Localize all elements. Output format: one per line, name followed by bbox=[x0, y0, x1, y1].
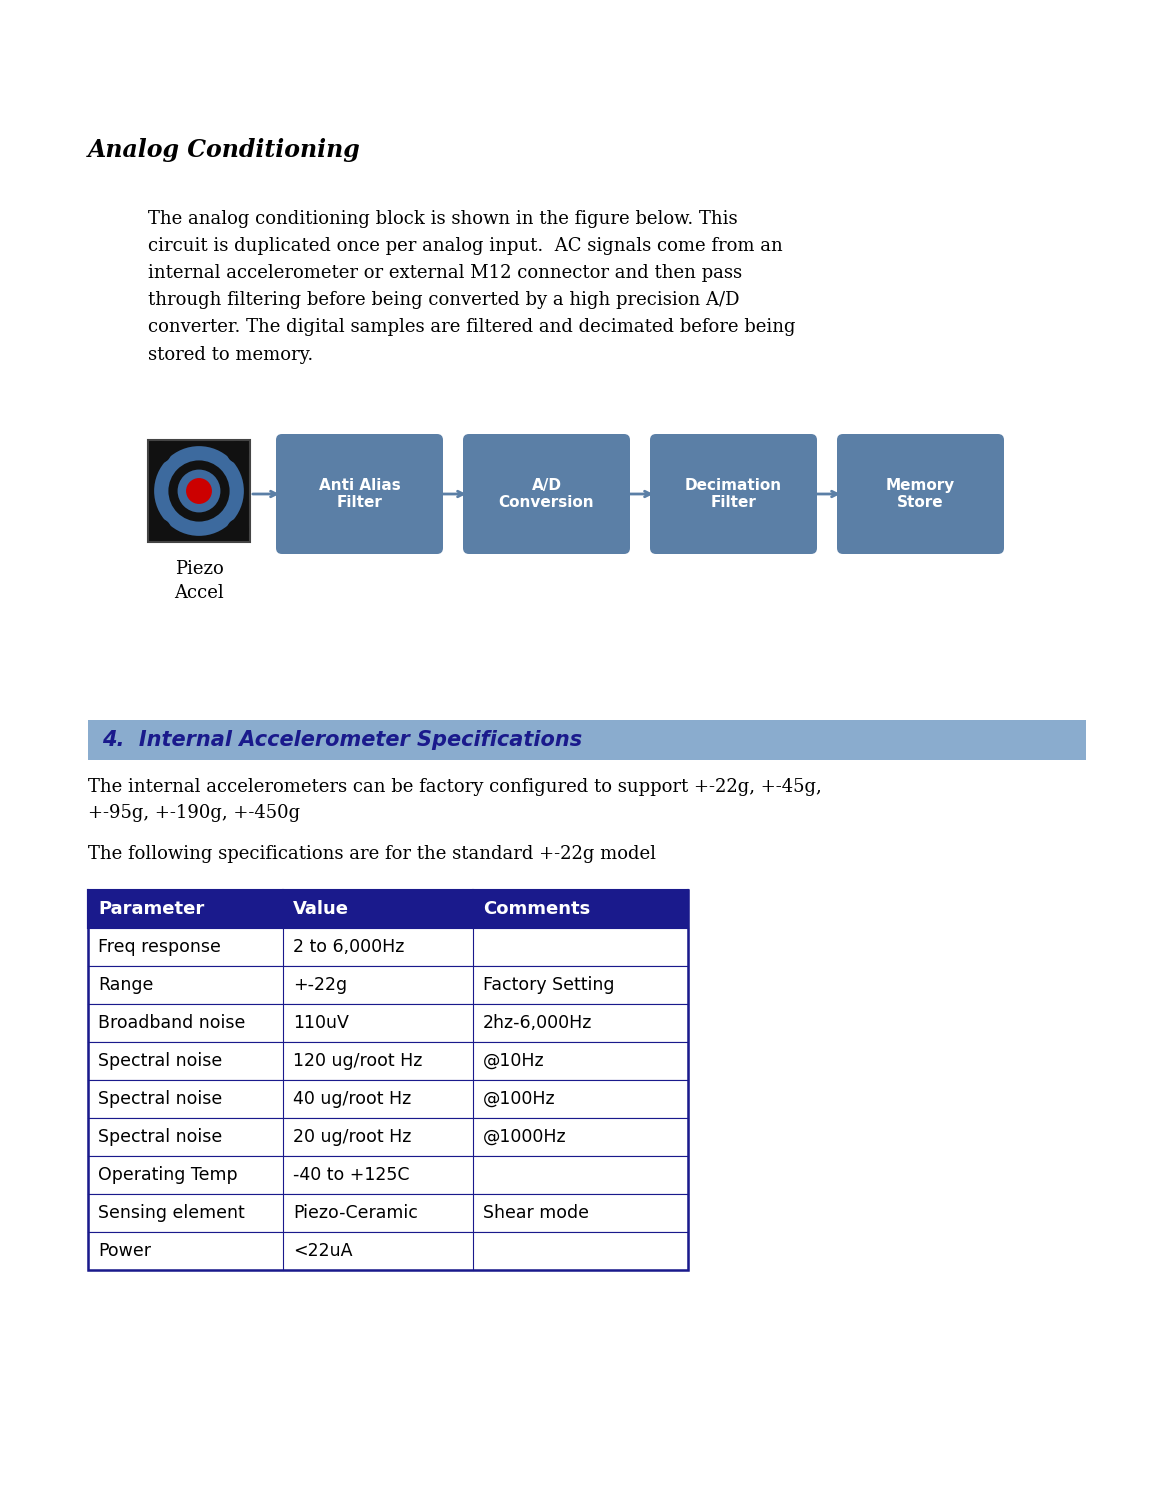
Circle shape bbox=[150, 442, 170, 463]
Ellipse shape bbox=[177, 470, 221, 512]
Text: Power: Power bbox=[97, 1242, 151, 1260]
Text: 20 ug/root Hz: 20 ug/root Hz bbox=[294, 1129, 411, 1147]
Text: <22uA: <22uA bbox=[294, 1242, 352, 1260]
Circle shape bbox=[228, 442, 248, 463]
Text: @10Hz: @10Hz bbox=[483, 1053, 545, 1070]
Text: The internal accelerometers can be factory configured to support +-22g, +-45g,
+: The internal accelerometers can be facto… bbox=[88, 778, 822, 821]
Text: Anti Alias
Filter: Anti Alias Filter bbox=[318, 478, 400, 511]
Text: Decimation
Filter: Decimation Filter bbox=[684, 478, 782, 511]
Text: Spectral noise: Spectral noise bbox=[97, 1053, 222, 1070]
Text: Freq response: Freq response bbox=[97, 938, 221, 956]
FancyBboxPatch shape bbox=[88, 1156, 688, 1194]
FancyBboxPatch shape bbox=[650, 434, 817, 554]
Text: 2hz-6,000Hz: 2hz-6,000Hz bbox=[483, 1014, 593, 1032]
Text: Piezo-Ceramic: Piezo-Ceramic bbox=[294, 1203, 418, 1221]
Text: 2 to 6,000Hz: 2 to 6,000Hz bbox=[294, 938, 404, 956]
Text: 40 ug/root Hz: 40 ug/root Hz bbox=[294, 1090, 411, 1108]
FancyBboxPatch shape bbox=[88, 1079, 688, 1118]
Circle shape bbox=[187, 479, 211, 503]
Text: @100Hz: @100Hz bbox=[483, 1090, 555, 1108]
Ellipse shape bbox=[168, 460, 230, 521]
Text: 110uV: 110uV bbox=[294, 1014, 349, 1032]
Text: The following specifications are for the standard +-22g model: The following specifications are for the… bbox=[88, 845, 656, 863]
Text: Piezo
Accel: Piezo Accel bbox=[174, 560, 224, 602]
Ellipse shape bbox=[154, 446, 244, 536]
FancyBboxPatch shape bbox=[463, 434, 630, 554]
Text: Spectral noise: Spectral noise bbox=[97, 1129, 222, 1147]
Text: Parameter: Parameter bbox=[97, 900, 204, 918]
Text: Broadband noise: Broadband noise bbox=[97, 1014, 245, 1032]
FancyBboxPatch shape bbox=[88, 720, 1086, 760]
Text: @1000Hz: @1000Hz bbox=[483, 1129, 567, 1147]
FancyBboxPatch shape bbox=[88, 1194, 688, 1232]
Text: Analog Conditioning: Analog Conditioning bbox=[88, 137, 360, 163]
Text: +-22g: +-22g bbox=[294, 976, 348, 994]
Text: Memory
Store: Memory Store bbox=[886, 478, 956, 511]
FancyBboxPatch shape bbox=[88, 1118, 688, 1156]
FancyBboxPatch shape bbox=[148, 440, 250, 542]
FancyBboxPatch shape bbox=[88, 929, 688, 966]
Text: Factory Setting: Factory Setting bbox=[483, 976, 614, 994]
FancyBboxPatch shape bbox=[88, 1042, 688, 1079]
Circle shape bbox=[228, 520, 248, 540]
Text: The analog conditioning block is shown in the figure below. This
circuit is dupl: The analog conditioning block is shown i… bbox=[148, 211, 796, 363]
FancyBboxPatch shape bbox=[837, 434, 1004, 554]
FancyBboxPatch shape bbox=[88, 1003, 688, 1042]
Text: 120 ug/root Hz: 120 ug/root Hz bbox=[294, 1053, 423, 1070]
Text: Shear mode: Shear mode bbox=[483, 1203, 589, 1221]
FancyBboxPatch shape bbox=[88, 890, 688, 929]
Text: -40 to +125C: -40 to +125C bbox=[294, 1166, 410, 1184]
Text: Range: Range bbox=[97, 976, 154, 994]
Text: Operating Temp: Operating Temp bbox=[97, 1166, 237, 1184]
Text: 4.  Internal Accelerometer Specifications: 4. Internal Accelerometer Specifications bbox=[102, 730, 582, 749]
Circle shape bbox=[150, 520, 170, 540]
Text: Value: Value bbox=[294, 900, 349, 918]
FancyBboxPatch shape bbox=[276, 434, 443, 554]
FancyBboxPatch shape bbox=[88, 966, 688, 1003]
Text: Spectral noise: Spectral noise bbox=[97, 1090, 222, 1108]
Text: Comments: Comments bbox=[483, 900, 591, 918]
Text: A/D
Conversion: A/D Conversion bbox=[499, 478, 594, 511]
Text: Sensing element: Sensing element bbox=[97, 1203, 244, 1221]
FancyBboxPatch shape bbox=[88, 1232, 688, 1271]
